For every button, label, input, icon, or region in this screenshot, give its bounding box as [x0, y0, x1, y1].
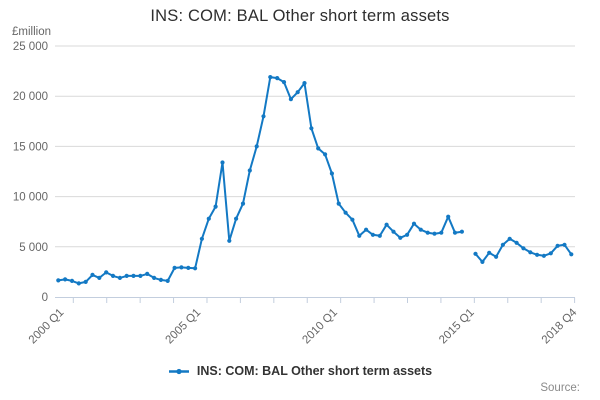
data-point-marker	[309, 126, 314, 131]
data-point-marker	[275, 76, 280, 81]
data-point-marker	[480, 259, 485, 264]
data-point-marker	[398, 235, 403, 240]
data-point-marker	[234, 216, 239, 221]
data-point-marker	[295, 90, 300, 95]
data-point-marker	[528, 250, 533, 255]
data-point-marker	[411, 221, 417, 226]
data-point-marker	[405, 232, 410, 237]
x-axis-tick-label: 2015 Q1	[437, 307, 477, 347]
data-point-marker	[452, 230, 458, 235]
data-point-marker	[500, 242, 505, 247]
data-point-marker	[268, 75, 273, 80]
data-point-marker	[569, 252, 574, 257]
chart-title: INS: COM: BAL Other short term assets	[150, 7, 450, 25]
data-point-marker	[418, 227, 423, 232]
data-point-marker	[69, 278, 75, 283]
data-point-marker	[213, 204, 218, 209]
data-point-marker	[425, 230, 430, 235]
data-point-marker	[350, 217, 355, 222]
data-point-marker	[83, 279, 88, 284]
x-axis-tick-label: 2010 Q1	[300, 307, 340, 347]
y-axis-tick-label: 15 000	[13, 141, 48, 153]
data-point-marker	[254, 144, 259, 149]
y-axis-tick-label: 20 000	[13, 91, 48, 103]
data-point-marker	[110, 273, 116, 278]
data-point-marker	[288, 97, 293, 102]
data-point-marker	[364, 227, 369, 232]
data-point-marker	[336, 201, 341, 206]
data-point-marker	[117, 275, 122, 280]
legend: INS: COM: BAL Other short term assets	[0, 364, 600, 378]
y-axis-tick-label: 0	[42, 292, 48, 304]
data-point-marker	[316, 146, 321, 151]
data-point-marker	[562, 242, 567, 247]
y-axis-tick-label: 10 000	[13, 192, 48, 204]
data-point-marker	[446, 214, 451, 219]
data-point-marker	[432, 231, 437, 236]
data-point-marker	[439, 230, 444, 235]
data-point-marker	[329, 171, 334, 176]
data-point-marker	[158, 277, 163, 282]
data-point-marker	[370, 232, 375, 237]
data-point-marker	[152, 275, 157, 280]
legend-marker-icon	[168, 368, 189, 374]
data-point-marker	[487, 250, 492, 255]
data-point-marker	[97, 275, 102, 280]
data-point-marker	[514, 240, 519, 245]
data-point-marker	[90, 272, 95, 277]
data-point-marker	[384, 222, 389, 227]
data-point-marker	[357, 233, 362, 238]
data-point-marker	[76, 281, 81, 286]
data-point-marker	[261, 114, 266, 119]
data-point-marker	[507, 236, 512, 241]
data-point-marker	[131, 273, 136, 278]
data-point-marker	[199, 236, 204, 241]
data-point-marker	[63, 277, 68, 282]
data-point-marker	[247, 168, 252, 173]
data-point-marker	[172, 265, 177, 270]
data-point-marker	[193, 266, 198, 271]
legend-label: INS: COM: BAL Other short term assets	[196, 364, 433, 378]
x-axis-tick-label: 2000 Q1	[27, 307, 67, 347]
data-point-marker	[281, 80, 287, 85]
data-point-marker	[459, 229, 464, 234]
y-axis-unit-label: £million	[12, 26, 51, 38]
data-point-marker	[521, 246, 526, 251]
data-point-marker	[179, 265, 184, 270]
data-point-marker	[220, 160, 225, 165]
data-point-marker	[555, 243, 560, 248]
data-point-marker	[302, 81, 307, 86]
x-axis-tick-label: 2005 Q1	[164, 307, 204, 347]
data-point-marker	[138, 273, 143, 278]
data-point-marker	[186, 265, 191, 270]
data-point-marker	[343, 210, 348, 215]
data-point-marker	[548, 251, 553, 256]
data-point-marker	[323, 152, 328, 157]
data-point-marker	[391, 229, 396, 234]
data-point-marker	[240, 201, 246, 206]
data-point-marker	[227, 238, 232, 243]
x-axis-tick-label: 2018 Q4	[540, 306, 580, 346]
series-line	[57, 76, 573, 285]
data-point-marker	[535, 252, 540, 257]
data-point-marker	[56, 278, 61, 283]
data-point-marker	[124, 273, 129, 278]
data-point-marker	[145, 271, 150, 276]
data-point-marker	[165, 278, 170, 283]
y-axis-tick-label: 5 000	[19, 242, 48, 254]
line-chart: 25 000 20 000 15 000 10 000 5 000 0 2000 Q1 200…	[13, 41, 580, 347]
y-axis-tick-label: 25 000	[13, 41, 48, 53]
data-point-marker	[104, 270, 109, 275]
source-label: Source:	[540, 382, 580, 394]
data-point-marker	[473, 251, 478, 256]
data-point-marker	[206, 216, 211, 221]
data-point-marker	[494, 254, 499, 259]
data-point-marker	[377, 233, 382, 238]
data-point-marker	[541, 253, 547, 258]
